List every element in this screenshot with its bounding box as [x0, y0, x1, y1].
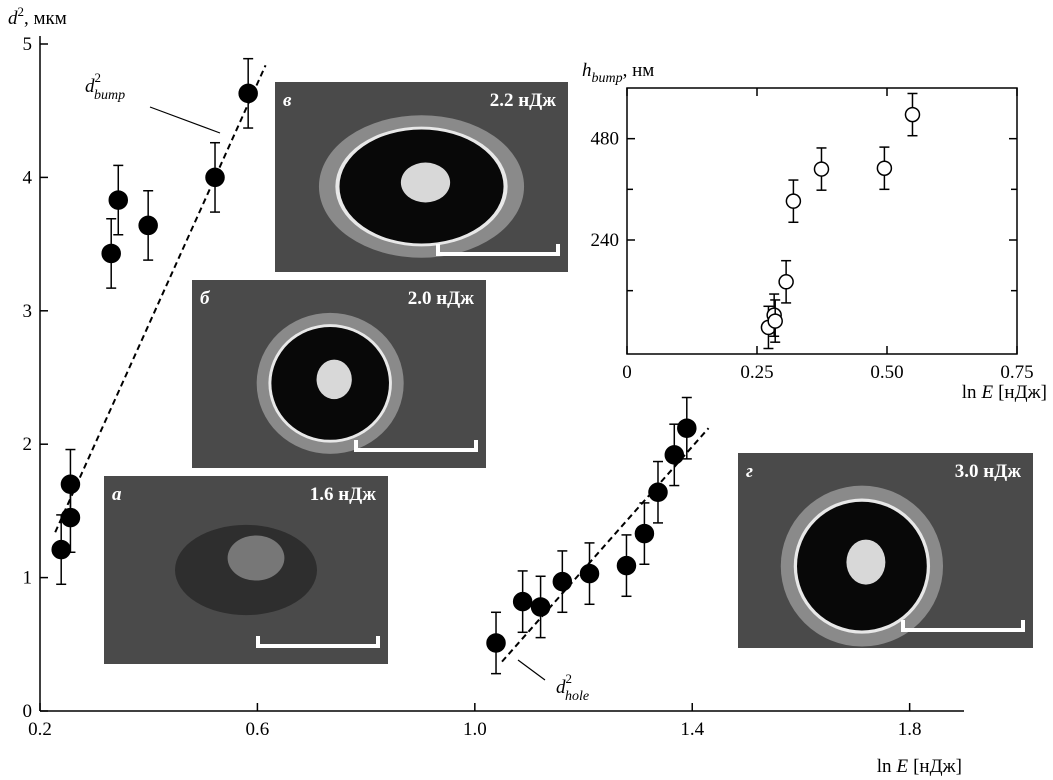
data-point — [101, 243, 121, 264]
data-point — [238, 83, 258, 104]
y-tick-label: 1 — [23, 568, 33, 589]
x-tick-label: 0.25 — [740, 362, 773, 383]
y-axis-label: d2, мкм — [8, 4, 67, 29]
y-tick-label: 5 — [23, 34, 33, 55]
data-point — [51, 539, 71, 560]
x-axis-label: ln E [нДж] — [877, 756, 962, 777]
x-tick-label: 0.2 — [28, 719, 52, 740]
annotation-pointer — [517, 659, 546, 681]
data-point — [904, 106, 921, 123]
annotation-sub: bump — [94, 88, 125, 103]
annotation-sup: 2 — [566, 671, 573, 686]
x-tick-label: 1.0 — [463, 719, 487, 740]
inset-image: б 2.0 нДж — [192, 280, 486, 468]
inset-letter: г — [746, 461, 753, 482]
y-label-var: d — [8, 8, 18, 29]
scale-bar — [901, 620, 1025, 632]
data-point — [813, 161, 830, 177]
x-tick-label: 0.6 — [246, 719, 270, 740]
inset-energy: 1.6 нДж — [310, 484, 377, 505]
annotation-base: d — [85, 76, 95, 97]
scale-bar — [256, 636, 380, 648]
annotation-pointer — [149, 106, 221, 134]
data-point — [616, 555, 637, 576]
inset-energy: 2.2 нДж — [490, 90, 557, 111]
inset-energy: 3.0 нДж — [955, 461, 1022, 482]
y-label-unit: , нм — [623, 60, 655, 81]
inset-image: в 2.2 нДж — [275, 82, 568, 272]
plot-frame — [626, 87, 1018, 355]
x-axis-label: ln E [нДж] — [962, 382, 1047, 403]
scale-bar — [436, 244, 560, 256]
x-tick-label: 0.50 — [870, 362, 903, 383]
y-tick-label: 3 — [23, 301, 33, 322]
annotation: d2 hole — [556, 671, 589, 704]
data-point — [664, 445, 685, 465]
data-point — [205, 167, 225, 188]
data-point — [138, 215, 158, 236]
bump — [316, 359, 352, 400]
x-tick-label: 0.75 — [1000, 362, 1033, 383]
data-point — [579, 563, 600, 584]
annotation-sup: 2 — [95, 70, 102, 85]
data-point — [634, 523, 655, 544]
data-point — [552, 571, 573, 592]
y-tick-label: 240 — [591, 230, 620, 251]
fit-line — [54, 64, 267, 533]
x-label-unit: [нДж] — [998, 382, 1047, 403]
x-tick-label: 0 — [622, 362, 632, 383]
inset-letter: б — [200, 288, 211, 309]
y-tick-label: 0 — [23, 701, 33, 722]
scale-bar — [354, 440, 478, 452]
inset-letter: в — [283, 90, 292, 111]
x-label-pre: ln — [877, 756, 892, 777]
data-point — [648, 482, 668, 502]
inset-energy: 2.0 нДж — [408, 288, 475, 309]
bump-top — [227, 535, 285, 581]
inset-image: г 3.0 нДж — [738, 453, 1033, 648]
y-axis-label: hbump, нм — [582, 60, 654, 86]
data-point — [767, 313, 783, 329]
data-point — [530, 597, 551, 617]
annotation-base: d — [556, 677, 566, 698]
x-label-var: E — [980, 382, 993, 403]
data-point — [512, 591, 533, 612]
annotation-sub: hole — [565, 689, 589, 704]
bump — [400, 162, 451, 203]
y-tick-label: 4 — [23, 167, 33, 188]
y-label-sub: bump — [592, 71, 623, 86]
y-tick-label: 480 — [591, 129, 620, 150]
data-point — [108, 190, 129, 210]
x-tick-label: 1.8 — [898, 719, 922, 740]
data-point — [778, 274, 794, 290]
data-point — [876, 160, 893, 176]
inset-image: а 1.6 нДж — [104, 476, 388, 664]
x-label-var: E — [895, 756, 908, 777]
annotation: d2 bump — [85, 70, 125, 103]
y-label-unit: , мкм — [24, 8, 67, 29]
data-point — [785, 193, 802, 209]
x-tick-label: 1.4 — [680, 719, 704, 740]
y-label-sup: 2 — [18, 4, 25, 19]
data-point — [60, 474, 81, 494]
y-tick-label: 2 — [23, 434, 33, 455]
fit-line — [501, 427, 710, 663]
y-label-var: h — [582, 60, 592, 81]
x-label-pre: ln — [962, 382, 977, 403]
data-point — [486, 633, 506, 653]
bump — [846, 539, 886, 585]
inset-letter: а — [112, 484, 122, 505]
x-label-unit: [нДж] — [913, 756, 962, 777]
data-point — [677, 418, 697, 438]
